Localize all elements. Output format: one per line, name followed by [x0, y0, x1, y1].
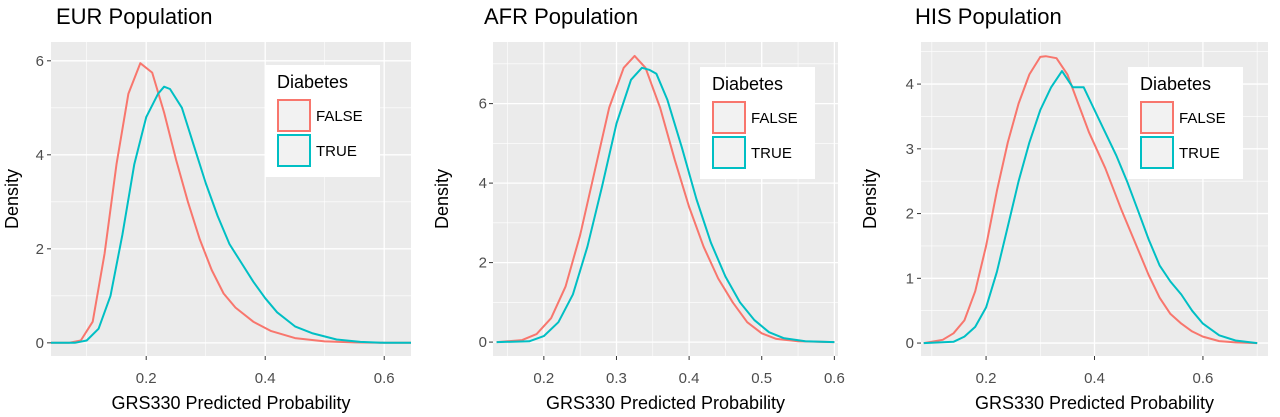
legend-label-true: TRUE [1179, 145, 1220, 162]
y-tick-label: 3 [906, 141, 914, 158]
legend-key-false [277, 99, 311, 132]
legend-label-true: TRUE [751, 145, 792, 162]
density-line-true [496, 66, 835, 344]
x-tick-label: 0.4 [255, 370, 276, 387]
y-tick-label: 2 [36, 241, 44, 258]
legend-key-true [277, 134, 311, 167]
y-axis-title: Density [432, 169, 452, 229]
density-line-true [923, 70, 1258, 345]
y-tick-label: 2 [479, 255, 487, 272]
legend-title: Diabetes [712, 74, 783, 94]
y-tick-label: 0 [36, 335, 44, 352]
y-axis-title: Density [2, 169, 22, 229]
y-tick-label: 4 [479, 175, 487, 192]
legend: Diabetes FALSE TRUE [700, 67, 815, 179]
density-line-false [923, 55, 1258, 345]
x-tick-label: 0.6 [824, 370, 845, 387]
y-axis-title: Density [860, 169, 880, 229]
legend-key-true [712, 136, 746, 169]
density-panel-3: 0.2 0.4 0.6 0 1 2 3 4 HIS Population GRS330 Predi… [860, 4, 1268, 413]
x-tick-label: 0.2 [533, 370, 554, 387]
legend-key-true [1140, 136, 1174, 169]
density-panel-2: 0.2 0.3 0.4 0.5 0.6 0 2 4 6 AFR Population GRS330 … [432, 4, 845, 413]
y-tick-label: 6 [479, 96, 487, 113]
legend-key-false [712, 101, 746, 134]
legend-label-false: FALSE [751, 110, 798, 127]
x-tick-label: 0.4 [679, 370, 700, 387]
x-tick-label: 0.6 [374, 370, 395, 387]
density-panel-1: 0.2 0.4 0.6 0 2 4 6 EUR Population GRS330 Predic… [2, 4, 411, 413]
x-tick-label: 0.4 [1084, 370, 1105, 387]
x-axis-title: GRS330 Predicted Probability [975, 393, 1214, 413]
x-tick-label: 0.6 [1193, 370, 1214, 387]
legend-key-false [1140, 101, 1174, 134]
y-tick-label: 4 [906, 76, 914, 93]
x-tick-label: 0.3 [606, 370, 627, 387]
legend-label-false: FALSE [1179, 110, 1226, 127]
x-tick-label: 0.2 [136, 370, 157, 387]
y-tick-label: 0 [479, 334, 487, 351]
legend-label-false: FALSE [316, 108, 363, 125]
x-tick-label: 0.2 [976, 370, 997, 387]
legend-title: Diabetes [1140, 74, 1211, 94]
y-tick-label: 0 [906, 335, 914, 352]
legend-label-true: TRUE [316, 143, 357, 160]
chart-title: EUR Population [56, 4, 213, 29]
y-tick-label: 1 [906, 270, 914, 287]
legend: Diabetes FALSE TRUE [1128, 67, 1243, 179]
density-line-false [496, 54, 835, 344]
density-line-true [51, 85, 411, 344]
density-line-false [51, 62, 411, 344]
y-tick-label: 4 [36, 147, 44, 164]
chart-title: HIS Population [915, 4, 1062, 29]
x-axis-title: GRS330 Predicted Probability [111, 393, 350, 413]
legend-title: Diabetes [277, 72, 348, 92]
x-axis-title: GRS330 Predicted Probability [546, 393, 785, 413]
y-tick-label: 2 [906, 206, 914, 223]
x-tick-label: 0.5 [751, 370, 772, 387]
legend: Diabetes FALSE TRUE [265, 65, 380, 177]
y-tick-label: 6 [36, 53, 44, 70]
chart-title: AFR Population [484, 4, 638, 29]
